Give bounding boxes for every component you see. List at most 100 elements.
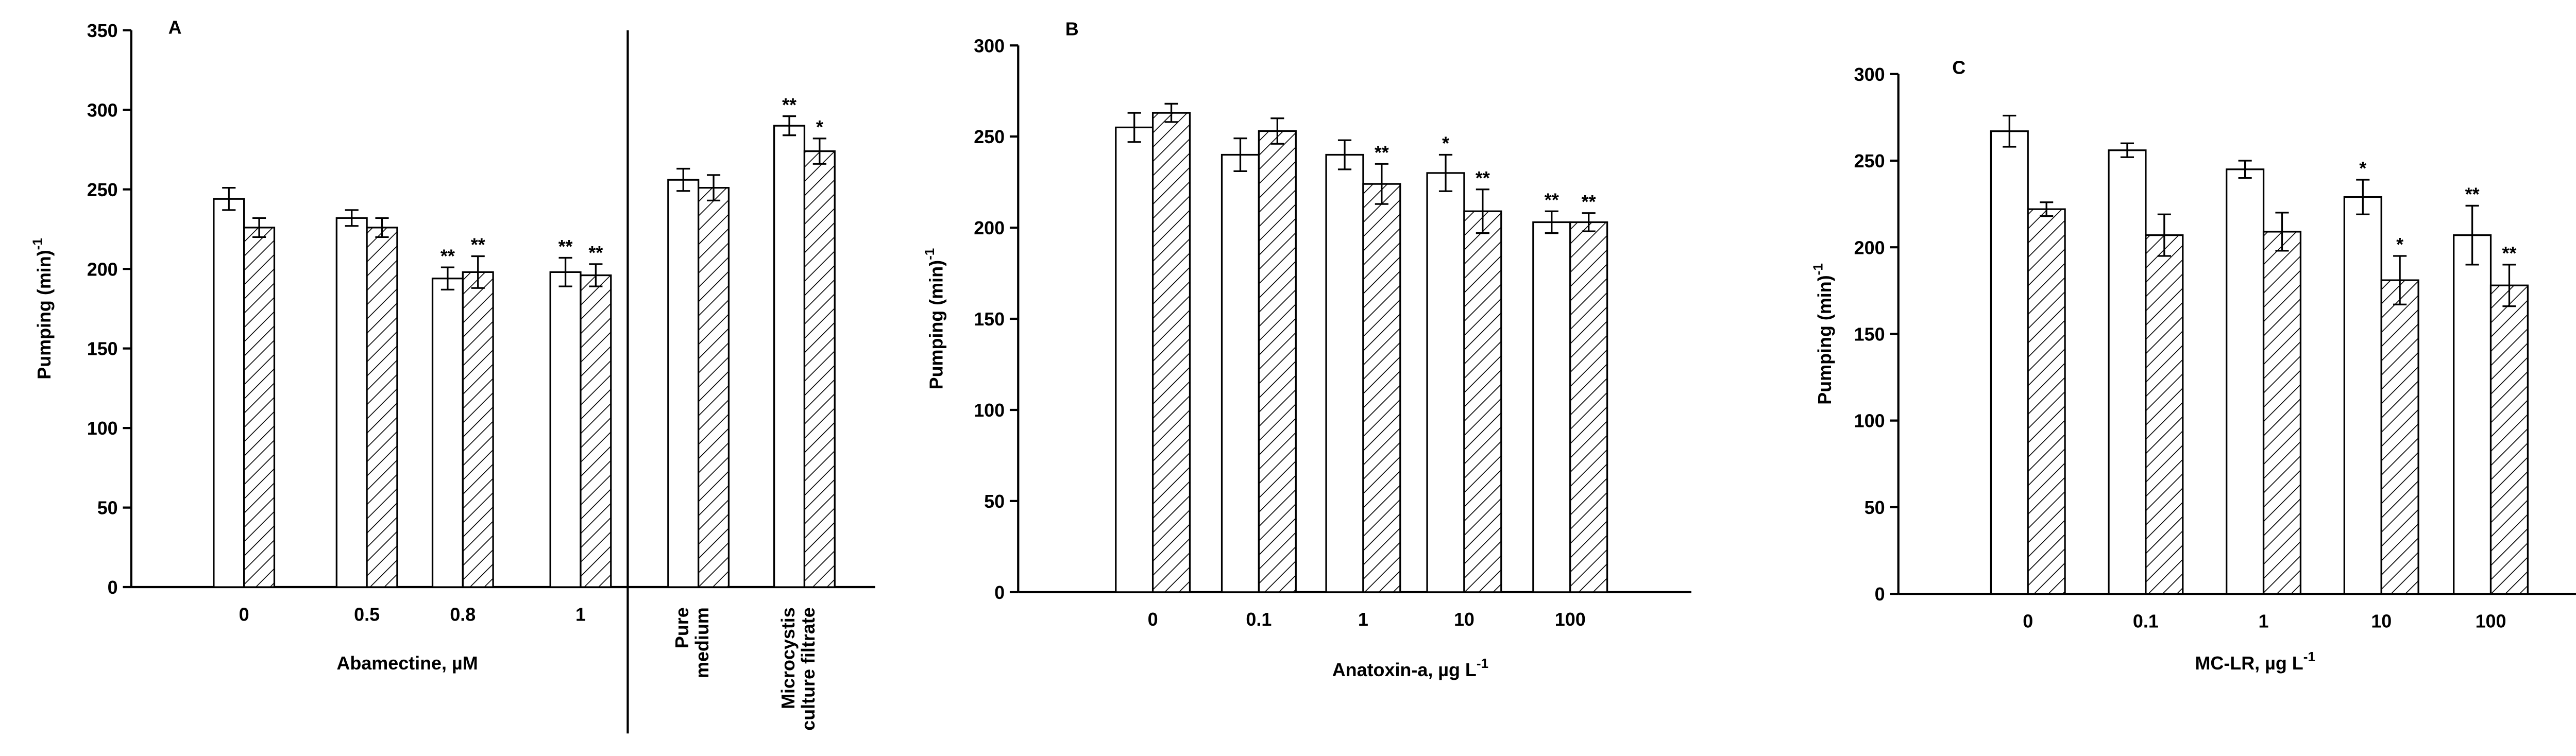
y-tick-label: 150 [1854, 323, 1885, 345]
x-axis-title-sup: -1 [1477, 656, 1488, 671]
y-tick-label: 50 [97, 497, 118, 519]
error-bar [2393, 255, 2407, 305]
y-tick-label: 200 [1854, 237, 1885, 258]
bar [213, 198, 245, 588]
error-bar [1476, 188, 1489, 234]
x-axis-title: Anatoxin-a, µg L-1 [1332, 656, 1488, 680]
y-tick-label: 350 [87, 20, 118, 41]
bar [697, 187, 730, 588]
bar [2489, 284, 2529, 595]
error-bar [706, 174, 721, 201]
bar [1569, 221, 1608, 593]
error-bar [222, 187, 236, 211]
x-axis-title: Abamectine, µM [336, 652, 478, 674]
x-tick-label: Microcystis [777, 607, 799, 709]
x-tick-label: 0 [239, 604, 249, 625]
error-bar [2238, 160, 2252, 179]
bar [2027, 208, 2066, 595]
error-bar [2157, 213, 2171, 257]
x-tick-label: 1 [1358, 609, 1368, 630]
y-tick-label: 300 [87, 99, 118, 121]
error-bar [345, 209, 359, 227]
bar [1426, 172, 1465, 593]
significance-label: * [2359, 158, 2366, 179]
x-tick-label: 10 [2371, 610, 2392, 631]
error-bar [2356, 179, 2370, 215]
y-axis-title: Pumping (min)-1 [1810, 263, 1835, 405]
bar [366, 227, 398, 588]
error-bar [589, 263, 603, 287]
error-bar [2003, 114, 2016, 148]
error-bar [2502, 264, 2516, 307]
significance-label: * [1442, 133, 1449, 154]
x-tick-label: 100 [1555, 609, 1586, 630]
significance-label: * [2396, 234, 2403, 255]
panel-label: A [168, 16, 182, 38]
y-tick-label: 200 [974, 217, 1005, 238]
error-bar [471, 255, 485, 289]
x-tick-label: 1 [2259, 610, 2269, 631]
x-tick-label: culture filtrate [798, 607, 819, 731]
x-tick-label: 0.8 [450, 604, 476, 625]
significance-label: ** [782, 94, 796, 115]
y-axis-title: Pumping (min)-1 [922, 248, 946, 390]
error-bar [2465, 204, 2479, 266]
x-axis-title: MC-LR, µg L-1 [2195, 649, 2315, 674]
x-axis-title-text: MC-LR, µg L [2195, 652, 2303, 674]
error-bar [1375, 163, 1388, 205]
significance-label: ** [588, 242, 603, 263]
error-bar [812, 138, 826, 165]
y-tick-label: 100 [974, 400, 1005, 421]
significance-label: ** [471, 234, 485, 255]
panel-label: B [1065, 19, 1079, 40]
bar [1221, 153, 1260, 593]
bar [803, 150, 836, 588]
bar [580, 274, 612, 588]
error-bar [1438, 153, 1453, 192]
significance-label: ** [2502, 243, 2516, 264]
bar [1325, 153, 1364, 593]
significance-label: ** [558, 236, 573, 257]
bar [2108, 149, 2147, 595]
error-bar [676, 167, 690, 192]
x-tick-label: medium [691, 607, 713, 678]
error-bar [1337, 139, 1352, 170]
significance-label: * [816, 116, 823, 138]
x-tick-label: 100 [2476, 610, 2506, 631]
bar [1151, 112, 1191, 593]
y-tick-label: 250 [974, 126, 1005, 147]
y-axis-title-sup: -1 [1810, 263, 1826, 275]
y-tick-label: 250 [1854, 150, 1885, 171]
y-axis-title: Pumping (min)-1 [30, 238, 55, 380]
x-axis-title-sup: -1 [2303, 649, 2315, 664]
y-tick-label: 200 [87, 259, 118, 280]
x-tick-label: 0.1 [2133, 610, 2159, 631]
bar [2145, 234, 2184, 595]
y-tick-label: 100 [1854, 410, 1885, 432]
error-bar [1270, 117, 1284, 145]
error-bar [2275, 212, 2289, 252]
significance-label: ** [1375, 142, 1389, 163]
bar [667, 179, 700, 588]
y-axis-title-sup: -1 [922, 248, 937, 260]
y-tick-label: 150 [87, 338, 118, 359]
y-axis-title-text: Pumping (min) [925, 260, 946, 389]
error-bar [1164, 102, 1178, 123]
bar [549, 271, 582, 588]
y-axis-title-text: Pumping (min) [1814, 275, 1835, 404]
bar [773, 125, 806, 588]
significance-label: ** [440, 245, 455, 266]
bar [431, 278, 464, 588]
significance-label: ** [2465, 184, 2480, 205]
bar [1990, 130, 2029, 595]
x-axis-title-text: Anatoxin-a, µg L [1332, 659, 1477, 680]
x-tick-label: 0.5 [354, 604, 380, 625]
error-bar [782, 115, 796, 136]
y-axis-title-sup: -1 [30, 238, 45, 250]
bar [335, 217, 368, 588]
bar [2343, 196, 2382, 595]
error-bar [252, 217, 266, 238]
bar [243, 227, 276, 588]
